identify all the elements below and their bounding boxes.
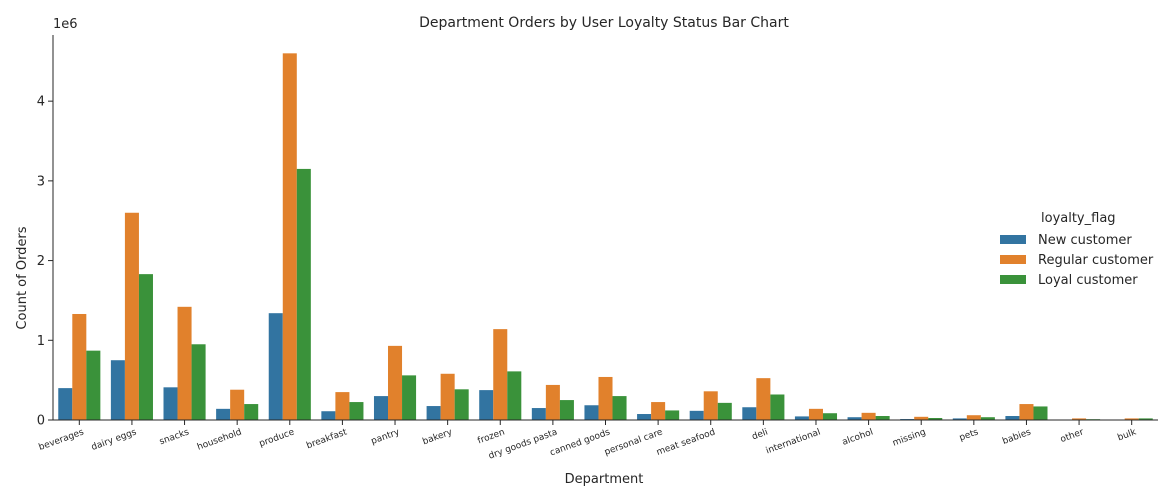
x-tick-label: babies (1001, 427, 1033, 447)
bar-loyal-customer (928, 418, 943, 420)
bar-new-customer (321, 411, 336, 420)
bar-new-customer (689, 410, 704, 420)
bar-regular-customer (545, 384, 560, 420)
bar-new-customer (268, 313, 283, 420)
x-tick-label: frozen (476, 427, 506, 446)
y-axis-label: Count of Orders (15, 226, 30, 329)
bar-loyal-customer (1138, 418, 1153, 420)
bar-new-customer (584, 405, 599, 420)
chart-title: Department Orders by User Loyalty Status… (419, 15, 789, 31)
bar-regular-customer (703, 391, 718, 420)
y-axis-offset-text: 1e6 (53, 17, 78, 32)
bar-new-customer (637, 414, 652, 420)
bar-new-customer (426, 406, 441, 420)
x-tick-label: snacks (158, 427, 191, 447)
bar-regular-customer (124, 212, 139, 420)
bar-new-customer (373, 396, 389, 420)
legend-swatch (1000, 275, 1026, 284)
x-tick-label: pantry (370, 427, 402, 447)
x-tick-label: meat seafood (655, 427, 717, 458)
x-tick-label: international (765, 427, 822, 456)
bar-new-customer (847, 417, 862, 420)
bar-new-customer (531, 408, 546, 420)
bar-regular-customer (388, 345, 403, 420)
bar-loyal-customer (1033, 406, 1048, 420)
bar-loyal-customer (507, 371, 522, 420)
legend-title: loyalty_flag (1041, 211, 1116, 226)
bar-loyal-customer (770, 394, 785, 420)
bar-loyal-customer (86, 350, 101, 420)
bar-loyal-customer (559, 400, 574, 420)
bar-regular-customer (966, 415, 981, 420)
x-tick-label: canned goods (549, 427, 612, 458)
bar-new-customer (110, 360, 125, 420)
bar-loyal-customer (717, 402, 732, 420)
bar-regular-customer (230, 389, 245, 420)
bar-regular-customer (756, 378, 771, 420)
bar-loyal-customer (875, 416, 890, 420)
bar-loyal-customer (138, 274, 153, 420)
x-tick-label: other (1059, 427, 1085, 445)
x-tick-label: personal care (603, 427, 664, 457)
bar-regular-customer (282, 53, 297, 420)
x-tick-label: produce (258, 427, 296, 449)
x-tick-label: deli (751, 427, 770, 442)
x-tick-label: dairy eggs (90, 427, 138, 453)
bar-regular-customer (598, 376, 613, 420)
y-tick-label: 3 (37, 174, 45, 189)
bar-regular-customer (72, 313, 87, 420)
x-tick-label: household (196, 427, 243, 452)
bar-new-customer (952, 418, 967, 420)
y-tick-label: 1 (37, 334, 45, 349)
bars-group (58, 53, 1153, 420)
bar-regular-customer (651, 402, 666, 420)
legend-label: Loyal customer (1038, 273, 1138, 288)
bar-loyal-customer (296, 168, 311, 420)
bar-new-customer (58, 388, 73, 420)
bar-regular-customer (861, 412, 876, 420)
bar-regular-customer (177, 306, 192, 420)
bar-loyal-customer (191, 344, 206, 420)
bar-regular-customer (1124, 418, 1139, 420)
legend-swatch (1000, 255, 1026, 264)
bar-regular-customer (440, 373, 455, 420)
bar-regular-customer (1019, 404, 1034, 420)
bar-regular-customer (335, 392, 350, 420)
bar-loyal-customer (665, 410, 680, 420)
bar-regular-customer (914, 416, 929, 420)
x-axis-label: Department (565, 472, 644, 487)
bar-regular-customer (808, 408, 823, 420)
bar-regular-customer (493, 329, 508, 420)
bar-regular-customer (1072, 418, 1087, 420)
bar-new-customer (1005, 416, 1020, 420)
legend-label: Regular customer (1038, 253, 1154, 268)
x-tick-label: beverages (37, 427, 85, 453)
x-tick-label: alcohol (841, 427, 875, 447)
bar-loyal-customer (402, 375, 417, 420)
y-tick-label: 4 (37, 95, 45, 110)
bar-loyal-customer (244, 404, 259, 420)
bar-loyal-customer (980, 417, 995, 420)
bar-loyal-customer (822, 413, 838, 420)
bar-loyal-customer (612, 396, 627, 420)
bar-new-customer (163, 387, 178, 420)
y-tick-label: 0 (37, 414, 45, 429)
legend-label: New customer (1038, 233, 1132, 248)
x-tick-label: breakfast (305, 427, 349, 451)
bar-loyal-customer (349, 402, 364, 420)
y-tick-label: 2 (37, 254, 45, 269)
bar-new-customer (742, 407, 757, 420)
legend-swatch (1000, 235, 1026, 244)
legend: loyalty_flag New customer Regular custome… (1000, 211, 1154, 288)
bar-new-customer (216, 408, 231, 420)
x-tick-label: bakery (421, 427, 454, 447)
x-tick-label: bulk (1116, 427, 1138, 443)
x-tick-label: missing (891, 427, 927, 448)
x-tick-label: pets (958, 427, 980, 443)
bar-loyal-customer (454, 389, 469, 420)
bar-new-customer (794, 416, 809, 420)
bar-new-customer (479, 390, 494, 420)
